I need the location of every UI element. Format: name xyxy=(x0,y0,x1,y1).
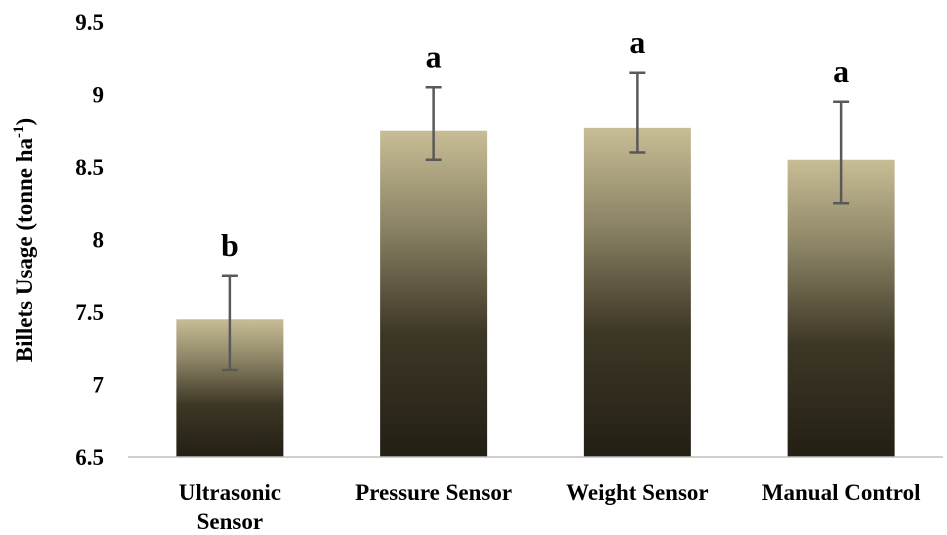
significance-label: a xyxy=(833,53,849,89)
y-tick-label: 8.5 xyxy=(75,155,104,180)
y-tick-label: 8 xyxy=(93,228,105,253)
y-tick-label: 7 xyxy=(93,373,105,398)
bar xyxy=(583,127,691,457)
y-axis-tick-labels: 6.5 7 7.5 8 8.5 9 9.5 xyxy=(75,10,104,470)
category-label: Sensor xyxy=(197,509,263,534)
category-labels-group: Ultrasonic Sensor Pressure Sensor Weight Se… xyxy=(179,480,921,534)
y-tick-label: 6.5 xyxy=(75,445,104,470)
significance-label: a xyxy=(629,24,645,60)
y-tick-label: 9.5 xyxy=(75,10,104,35)
y-tick-label: 7.5 xyxy=(75,300,104,325)
category-label: Pressure Sensor xyxy=(355,480,512,505)
y-axis-title: Billets Usage (tonne ha-1) xyxy=(11,118,37,362)
significance-labels-group: b a a a xyxy=(221,24,849,263)
bar xyxy=(380,130,488,457)
bar xyxy=(787,159,895,457)
y-tick-label: 9 xyxy=(93,83,105,108)
y-axis-title-superscript: -1 xyxy=(11,125,27,138)
error-bars-group xyxy=(221,71,850,372)
y-axis-title-main: Billets Usage (tonne ha xyxy=(12,137,37,362)
significance-label: b xyxy=(221,227,239,263)
y-axis-title-close: ) xyxy=(12,118,37,126)
significance-label: a xyxy=(426,38,442,74)
category-label: Ultrasonic xyxy=(179,480,281,505)
bars-group xyxy=(176,127,895,457)
category-label: Weight Sensor xyxy=(566,480,708,505)
category-label: Manual Control xyxy=(762,480,921,505)
